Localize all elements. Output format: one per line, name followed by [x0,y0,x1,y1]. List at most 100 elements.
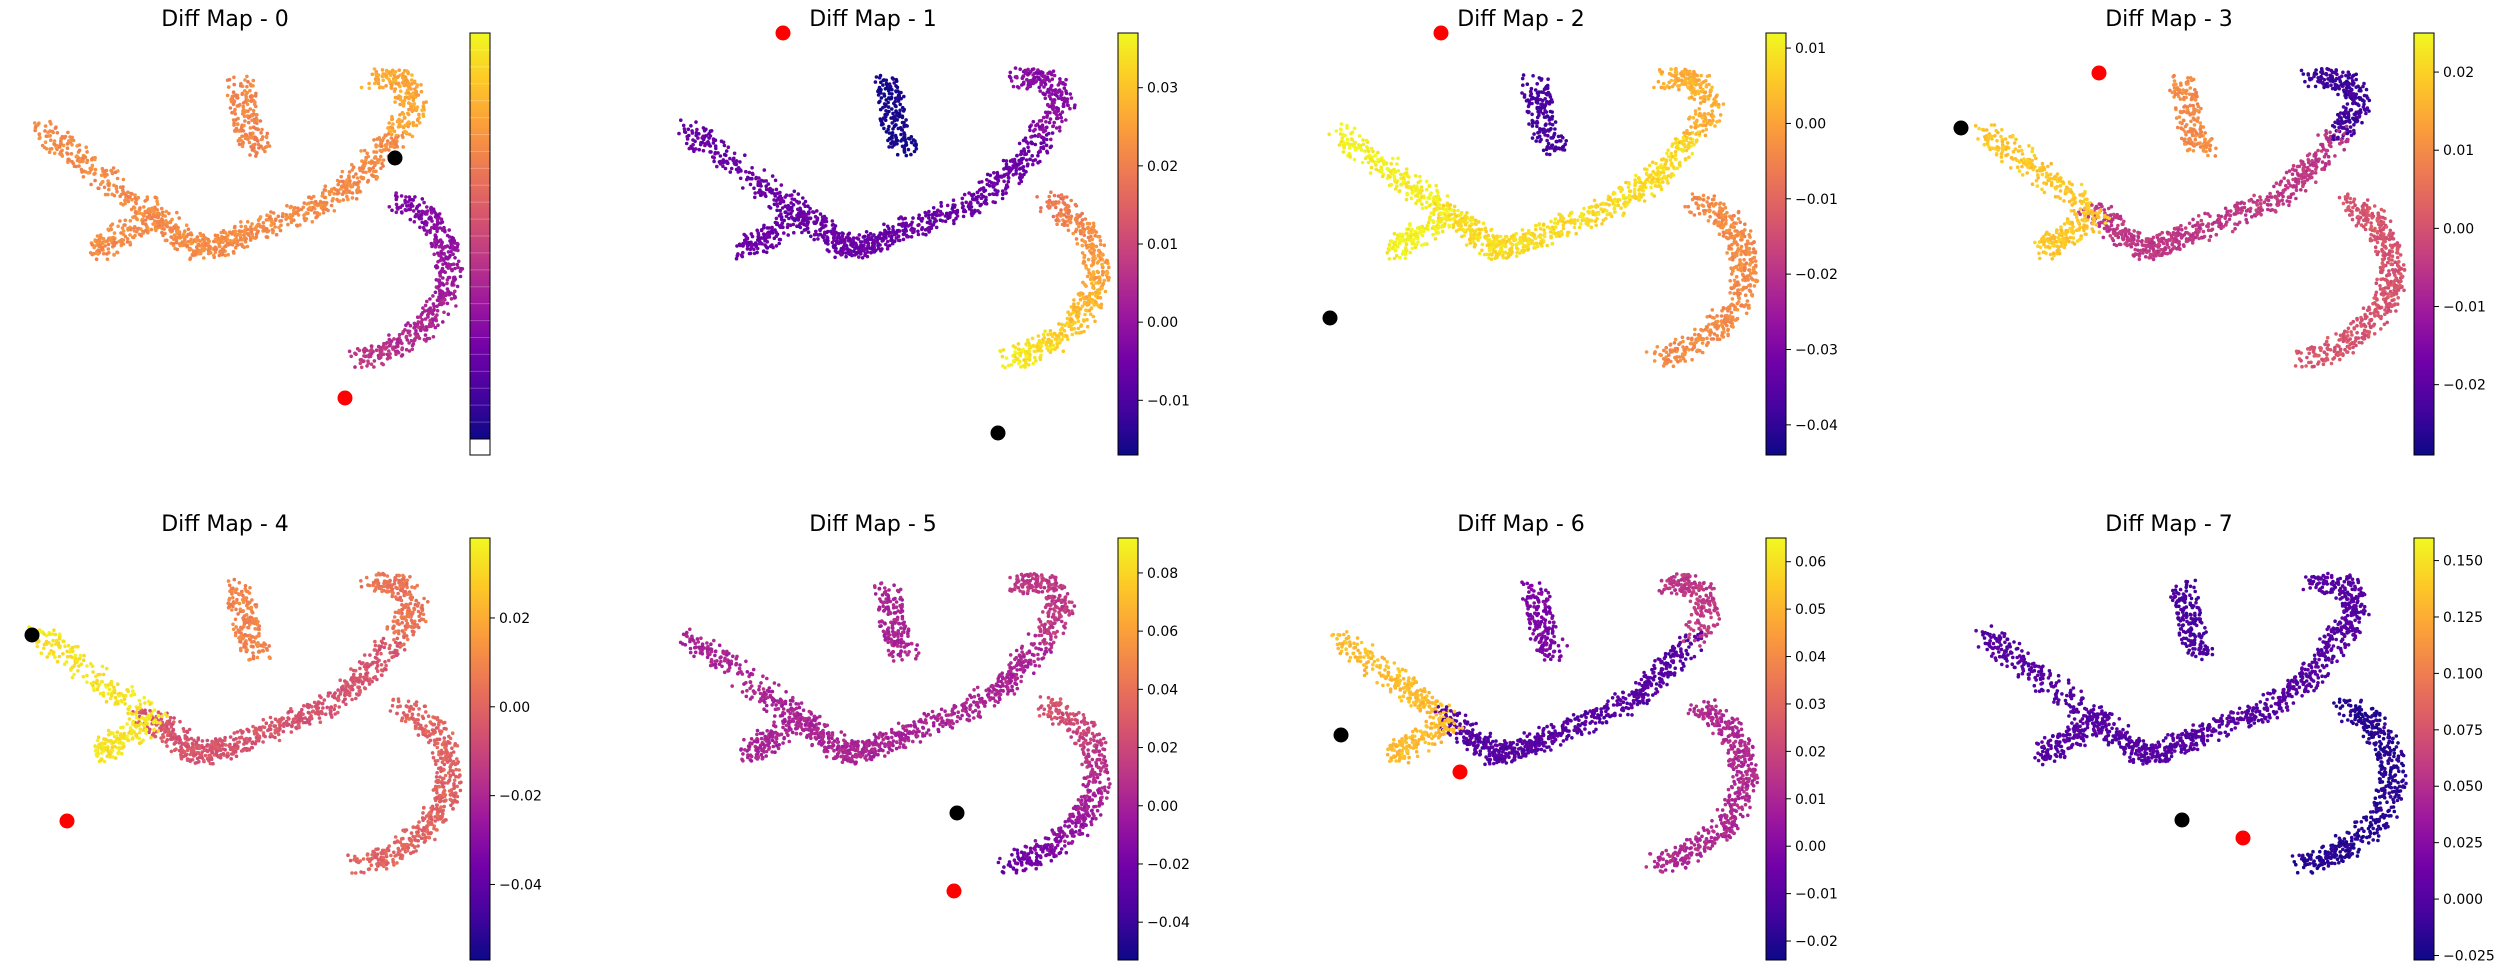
scatter-point [246,98,250,103]
scatter-point [759,184,763,188]
scatter-point [177,216,181,220]
scatter-point [109,227,114,232]
scatter-point [54,145,58,149]
scatter-point [1061,349,1066,354]
scatter-point [750,176,754,181]
scatter-point [955,208,960,213]
scatter-point [991,200,995,204]
scatter-point [1507,237,1511,242]
scatter-point [894,114,898,118]
scatter-point [54,125,58,129]
scatter-point [718,154,723,158]
scatter-point [855,251,859,256]
scatter-point [1094,290,1098,295]
scatter-point [1561,226,1566,231]
scatter-point [801,196,805,200]
scatter-point [755,250,759,255]
scatter-point [390,208,394,213]
scatter-point [784,214,789,219]
scatter-point [1606,197,1611,202]
scatter-point [1057,88,1062,92]
scatter-point [183,241,188,245]
scatter-point [1027,346,1032,351]
scatter-point [395,135,399,140]
scatter-point [346,197,350,202]
scatter-point [421,306,425,310]
scatter-point [1059,93,1063,98]
scatter-point [1090,237,1095,242]
scatter-point [724,159,729,164]
scatter-point [1484,229,1489,234]
scatter-point [909,235,914,239]
scatter-point [407,195,412,199]
scatter-point [365,364,369,368]
scatter-point [1666,148,1670,152]
scatter-point [355,176,360,180]
scatter-point [383,133,388,137]
scatter-point [398,84,402,89]
scatter-point [833,224,838,228]
scatter-point [278,228,283,233]
scatter-point [1039,83,1043,87]
scatter-point [339,174,344,179]
scatter-point [708,150,712,154]
scatter-point [1634,196,1638,201]
scatter-point [413,195,417,199]
scatter-point [1059,214,1063,218]
scatter-point [1090,297,1094,302]
scatter-point [359,85,364,90]
scatter-point [1077,331,1082,335]
scatter-point [908,137,912,141]
scatter-point [273,225,277,229]
scatter-point [724,149,729,153]
scatter-point [1017,181,1021,186]
scatter-point [1101,281,1106,286]
scatter-point [439,269,444,273]
scatter-point [1056,201,1061,205]
scatter-point [1051,214,1056,219]
scatter-point [248,238,253,242]
scatter-point [1102,243,1107,248]
scatter-point [233,229,238,234]
scatter-point [267,144,272,148]
scatter-point [1535,106,1540,111]
scatter-point [439,217,444,221]
scatter-point [1339,127,1343,132]
scatter-point [1334,129,1339,133]
scatter-point [1078,213,1083,217]
scatter-point [451,246,455,250]
scatter-point [134,216,139,221]
scatter-point [1006,179,1011,184]
scatter-point [169,235,173,239]
scatter-point [1695,138,1699,142]
scatter-point [242,245,247,250]
scatter-point [1530,124,1535,128]
scatter-point [1107,275,1111,280]
scatter-point [800,214,805,218]
scatter-point [755,246,760,251]
scatter-point [1418,174,1422,179]
scatter-point [43,140,48,144]
scatter-point [1645,172,1649,177]
scatter-point [1047,120,1052,125]
scatter-point [238,84,243,88]
scatter-point [260,127,264,132]
scatter-point [1530,112,1534,117]
scatter-point [453,294,457,299]
scatter-point [878,117,883,121]
scatter-point [74,164,78,169]
scatter-point [1032,349,1037,354]
scatter-point [1527,240,1532,245]
scatter-point [748,182,753,187]
scatter-point [1076,305,1080,310]
scatter-point [1553,127,1557,131]
scatter-point [399,210,404,214]
scatter-point [1445,201,1450,206]
scatter-points [1327,66,1760,369]
scatter-point [421,105,426,110]
scatter-point [399,194,404,198]
scatter-point [1042,85,1046,89]
scatter-point [381,78,386,83]
scatter-point [308,205,312,210]
